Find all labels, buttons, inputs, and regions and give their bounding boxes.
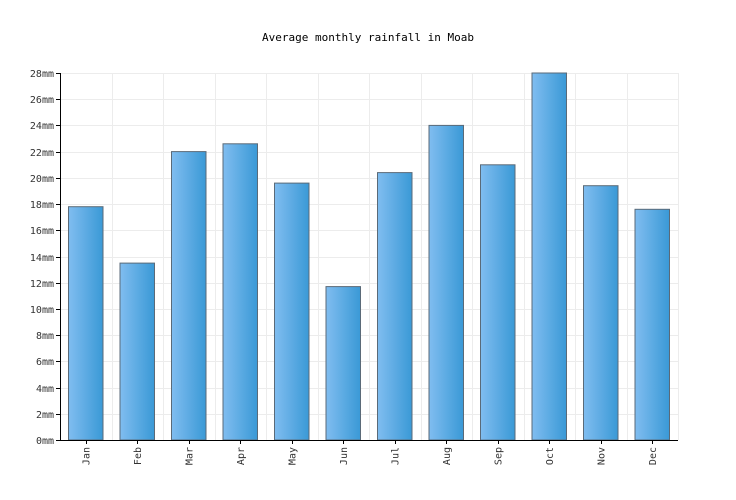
- x-tick-label: May: [287, 447, 298, 465]
- bar-may: [274, 182, 310, 441]
- x-tick-label: Nov: [596, 447, 607, 465]
- y-tick-label: 12mm: [30, 279, 54, 290]
- bar-jul: [377, 172, 413, 441]
- y-tick-label: 28mm: [30, 69, 54, 80]
- x-tick-label: Apr: [236, 447, 247, 465]
- y-tick-label: 0mm: [36, 436, 54, 447]
- grid-lines: [60, 73, 679, 440]
- x-tick-label: Dec: [648, 447, 659, 465]
- y-tick-label: 26mm: [30, 95, 54, 106]
- x-tick-label: Oct: [545, 447, 556, 465]
- x-tick-label: Mar: [184, 447, 195, 465]
- x-tick-label: Feb: [133, 447, 144, 465]
- bar-aug: [428, 124, 464, 441]
- y-tick-label: 20mm: [30, 174, 54, 185]
- y-tick-label: 2mm: [36, 410, 54, 421]
- y-tick-label: 18mm: [30, 200, 54, 211]
- x-tick-label: Jul: [390, 447, 401, 465]
- bar-oct: [531, 72, 567, 441]
- y-axis-ticks: 0mm 2mm 4mm 6mm 8mm 10mm 12mm 14mm 16mm 18mm 20mm 2…: [30, 69, 60, 447]
- bar-sep: [480, 164, 516, 441]
- y-tick-label: 24mm: [30, 121, 54, 132]
- x-axis-ticks: Jan Feb Mar Apr May Jun Jul Aug Sep Oct Nov Dec: [81, 440, 659, 465]
- bar-mar: [171, 151, 207, 441]
- y-tick-label: 16mm: [30, 226, 54, 237]
- x-tick-label: Sep: [493, 447, 504, 465]
- bars: [68, 72, 670, 441]
- y-tick-label: 6mm: [36, 357, 54, 368]
- y-tick-label: 8mm: [36, 331, 54, 342]
- y-tick-label: 4mm: [36, 384, 54, 395]
- y-tick-label: 22mm: [30, 148, 54, 159]
- bar-jun: [325, 286, 361, 441]
- axes: [60, 73, 678, 441]
- bar-jan: [68, 206, 104, 441]
- bar-dec: [634, 208, 670, 441]
- x-tick-label: Jun: [339, 447, 350, 465]
- x-tick-label: Jan: [81, 447, 92, 465]
- bar-feb: [119, 262, 155, 441]
- bar-nov: [583, 185, 619, 441]
- x-tick-label: Aug: [442, 447, 453, 465]
- y-tick-label: 10mm: [30, 305, 54, 316]
- bar-apr: [222, 143, 258, 441]
- y-tick-label: 14mm: [30, 253, 54, 264]
- chart-title: Average monthly rainfall in Moab: [262, 31, 474, 44]
